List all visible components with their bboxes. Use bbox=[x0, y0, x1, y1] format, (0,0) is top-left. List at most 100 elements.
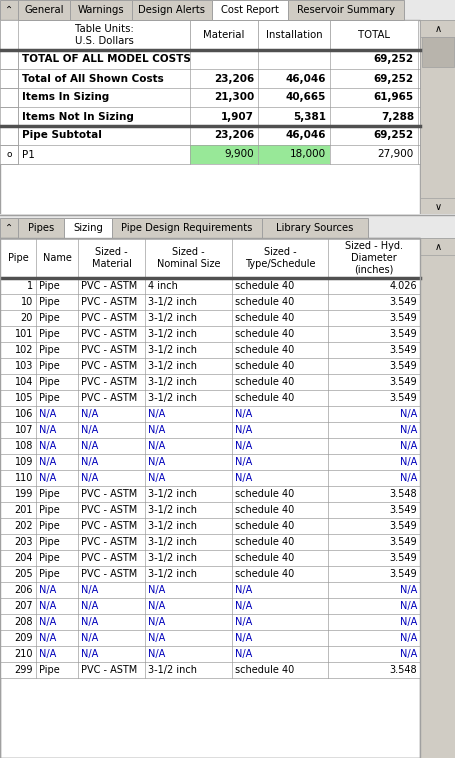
Text: 1,907: 1,907 bbox=[221, 111, 253, 121]
Bar bbox=[0, 50, 419, 69]
Bar bbox=[0, 238, 419, 758]
Text: N/A: N/A bbox=[39, 473, 56, 483]
Text: 3-1/2 inch: 3-1/2 inch bbox=[148, 297, 197, 307]
Text: 3.548: 3.548 bbox=[389, 665, 416, 675]
Text: N/A: N/A bbox=[234, 457, 252, 467]
Text: PVC - ASTM: PVC - ASTM bbox=[81, 377, 137, 387]
Text: 204: 204 bbox=[15, 553, 33, 563]
Text: N/A: N/A bbox=[399, 473, 416, 483]
Text: schedule 40: schedule 40 bbox=[234, 393, 293, 403]
Text: Items Not In Sizing: Items Not In Sizing bbox=[22, 111, 134, 121]
Text: Total of All Shown Costs: Total of All Shown Costs bbox=[22, 74, 163, 83]
Text: N/A: N/A bbox=[81, 633, 98, 643]
Text: schedule 40: schedule 40 bbox=[234, 489, 293, 499]
Text: ⌃: ⌃ bbox=[5, 5, 13, 15]
Text: N/A: N/A bbox=[148, 601, 165, 611]
Bar bbox=[0, 69, 419, 88]
Text: Pipes: Pipes bbox=[28, 223, 54, 233]
Text: TOTAL: TOTAL bbox=[357, 30, 389, 40]
Text: 207: 207 bbox=[15, 601, 33, 611]
Text: 3.549: 3.549 bbox=[389, 297, 416, 307]
Text: Pipe: Pipe bbox=[39, 489, 60, 499]
Bar bbox=[0, 550, 419, 566]
Text: N/A: N/A bbox=[39, 585, 56, 595]
Bar bbox=[0, 390, 419, 406]
Bar bbox=[0, 107, 419, 126]
Text: 69,252: 69,252 bbox=[373, 55, 413, 64]
Text: 3.549: 3.549 bbox=[389, 393, 416, 403]
Text: PVC - ASTM: PVC - ASTM bbox=[81, 537, 137, 547]
Text: 201: 201 bbox=[15, 505, 33, 515]
Text: PVC - ASTM: PVC - ASTM bbox=[81, 521, 137, 531]
Text: Pipe Design Requirements: Pipe Design Requirements bbox=[121, 223, 252, 233]
Text: Cost Report: Cost Report bbox=[221, 5, 278, 15]
Text: N/A: N/A bbox=[234, 473, 252, 483]
Text: N/A: N/A bbox=[399, 441, 416, 451]
Text: N/A: N/A bbox=[399, 425, 416, 435]
Text: 21,300: 21,300 bbox=[213, 92, 253, 102]
Text: N/A: N/A bbox=[148, 473, 165, 483]
Text: 3.549: 3.549 bbox=[389, 345, 416, 355]
Text: 4 inch: 4 inch bbox=[148, 281, 177, 291]
Bar bbox=[0, 662, 419, 678]
Text: Pipe: Pipe bbox=[39, 537, 60, 547]
Bar bbox=[262, 218, 367, 238]
Text: N/A: N/A bbox=[399, 633, 416, 643]
Text: 46,046: 46,046 bbox=[285, 130, 325, 140]
Text: 209: 209 bbox=[15, 633, 33, 643]
Text: schedule 40: schedule 40 bbox=[234, 329, 293, 339]
Text: N/A: N/A bbox=[234, 441, 252, 451]
Text: P1: P1 bbox=[22, 149, 35, 159]
Text: PVC - ASTM: PVC - ASTM bbox=[81, 393, 137, 403]
Text: 3-1/2 inch: 3-1/2 inch bbox=[148, 313, 197, 323]
Text: schedule 40: schedule 40 bbox=[234, 281, 293, 291]
Text: 7,288: 7,288 bbox=[380, 111, 413, 121]
Bar bbox=[0, 374, 419, 390]
Text: 69,252: 69,252 bbox=[373, 74, 413, 83]
Text: 3-1/2 inch: 3-1/2 inch bbox=[148, 521, 197, 531]
Text: Name: Name bbox=[42, 253, 71, 263]
Text: N/A: N/A bbox=[399, 457, 416, 467]
Text: 299: 299 bbox=[15, 665, 33, 675]
Text: 5,381: 5,381 bbox=[293, 111, 325, 121]
Text: N/A: N/A bbox=[399, 585, 416, 595]
Text: 3-1/2 inch: 3-1/2 inch bbox=[148, 377, 197, 387]
Text: ⌃: ⌃ bbox=[5, 223, 13, 233]
Text: N/A: N/A bbox=[148, 425, 165, 435]
Text: N/A: N/A bbox=[148, 409, 165, 419]
Text: schedule 40: schedule 40 bbox=[234, 377, 293, 387]
Text: Pipe: Pipe bbox=[39, 553, 60, 563]
Text: o: o bbox=[6, 150, 12, 159]
Text: 9,900: 9,900 bbox=[224, 149, 253, 159]
Text: schedule 40: schedule 40 bbox=[234, 505, 293, 515]
Bar bbox=[0, 238, 419, 278]
Text: N/A: N/A bbox=[39, 441, 56, 451]
Text: Material: Material bbox=[203, 30, 244, 40]
Text: PVC - ASTM: PVC - ASTM bbox=[81, 313, 137, 323]
Text: 210: 210 bbox=[15, 649, 33, 659]
Text: N/A: N/A bbox=[234, 633, 252, 643]
Text: 110: 110 bbox=[15, 473, 33, 483]
Text: 3.549: 3.549 bbox=[389, 569, 416, 579]
Text: 3-1/2 inch: 3-1/2 inch bbox=[148, 665, 197, 675]
Text: 107: 107 bbox=[15, 425, 33, 435]
Text: N/A: N/A bbox=[39, 425, 56, 435]
Bar bbox=[0, 630, 419, 646]
Text: 18,000: 18,000 bbox=[289, 149, 325, 159]
Text: 203: 203 bbox=[15, 537, 33, 547]
Text: schedule 40: schedule 40 bbox=[234, 297, 293, 307]
Text: 3-1/2 inch: 3-1/2 inch bbox=[148, 345, 197, 355]
Text: PVC - ASTM: PVC - ASTM bbox=[81, 569, 137, 579]
Text: PVC - ASTM: PVC - ASTM bbox=[81, 297, 137, 307]
Text: PVC - ASTM: PVC - ASTM bbox=[81, 505, 137, 515]
Text: Warnings: Warnings bbox=[77, 5, 124, 15]
Bar bbox=[0, 0, 18, 20]
Text: N/A: N/A bbox=[234, 409, 252, 419]
Text: PVC - ASTM: PVC - ASTM bbox=[81, 281, 137, 291]
Bar bbox=[0, 614, 419, 630]
Text: PVC - ASTM: PVC - ASTM bbox=[81, 553, 137, 563]
Bar bbox=[70, 0, 131, 20]
Text: N/A: N/A bbox=[81, 409, 98, 419]
Text: 61,965: 61,965 bbox=[373, 92, 413, 102]
Text: 3.549: 3.549 bbox=[389, 329, 416, 339]
